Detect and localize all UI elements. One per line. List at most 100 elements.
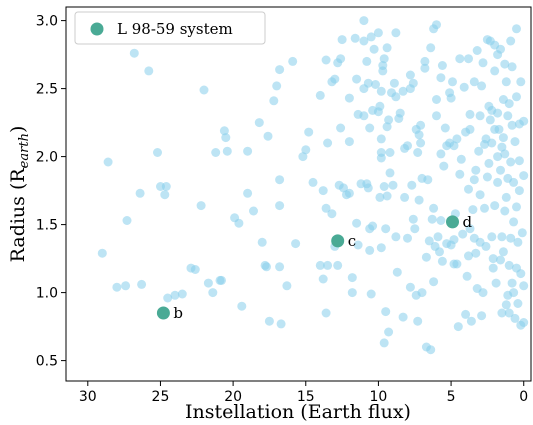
data-point	[288, 56, 298, 66]
data-point	[344, 93, 354, 103]
data-point	[347, 288, 357, 298]
data-point	[211, 148, 221, 157]
data-point	[384, 115, 394, 125]
legend-label: L 98-59 system	[117, 20, 233, 38]
data-point	[469, 77, 479, 87]
legend-box	[74, 11, 266, 45]
data-point	[262, 262, 271, 272]
x-tick-label: 5	[447, 389, 456, 405]
data-point	[496, 44, 505, 54]
y-axis-label: Radius (Rearth)	[7, 126, 32, 263]
data-point	[382, 122, 392, 132]
y-tick-label: 0.5	[36, 354, 58, 370]
data-point	[321, 308, 331, 318]
data-point	[491, 278, 501, 288]
data-point	[403, 233, 412, 243]
data-point	[321, 203, 331, 213]
data-point	[388, 180, 398, 190]
data-point	[494, 124, 504, 134]
data-point	[276, 319, 286, 329]
data-point	[437, 256, 447, 266]
data-point	[436, 216, 446, 225]
data-point	[449, 235, 459, 245]
data-point	[308, 177, 318, 187]
data-point	[493, 152, 503, 162]
x-axis-ticks: 30 25 20 15 10 5 0	[79, 381, 528, 405]
data-point	[376, 134, 386, 144]
data-point	[170, 290, 180, 300]
data-point	[318, 274, 328, 284]
data-point	[439, 161, 449, 171]
data-point	[509, 177, 519, 187]
data-point	[222, 146, 232, 156]
data-point	[516, 77, 526, 87]
data-point	[519, 318, 529, 327]
data-point	[392, 267, 402, 277]
data-point	[243, 188, 253, 198]
data-point	[506, 36, 516, 46]
data-point	[221, 133, 231, 143]
data-point	[487, 232, 497, 242]
data-point	[452, 259, 462, 269]
data-point	[291, 239, 301, 249]
data-point	[432, 111, 441, 121]
data-point	[408, 78, 418, 88]
data-point	[375, 101, 385, 111]
planet-c-point	[331, 234, 345, 248]
data-point	[301, 145, 311, 155]
data-point	[160, 190, 170, 200]
data-point	[177, 289, 187, 299]
data-point	[414, 195, 424, 205]
data-point	[465, 224, 475, 234]
data-point	[376, 148, 386, 157]
data-point	[426, 43, 436, 53]
planet-d-label: d	[463, 213, 473, 231]
data-point	[352, 218, 362, 228]
data-point	[327, 209, 337, 219]
data-point	[500, 59, 510, 69]
data-point	[398, 86, 408, 96]
data-point	[493, 177, 503, 187]
data-point	[391, 92, 401, 102]
data-point	[506, 233, 516, 243]
x-tick-label: 25	[152, 389, 170, 405]
data-point	[475, 190, 485, 200]
y-tick-label: 1.0	[36, 286, 58, 302]
data-point	[423, 175, 433, 185]
data-point	[381, 224, 391, 234]
data-point	[498, 247, 508, 257]
data-point	[403, 141, 412, 151]
data-point	[264, 316, 274, 326]
data-point	[122, 216, 132, 225]
data-point	[381, 307, 391, 317]
data-point	[359, 36, 369, 46]
data-point	[375, 192, 385, 202]
data-point	[249, 206, 258, 216]
data-point	[501, 77, 511, 87]
data-point	[234, 218, 244, 228]
data-point	[321, 55, 331, 65]
data-point	[272, 81, 282, 91]
x-tick-label: 10	[370, 389, 388, 405]
data-point	[282, 281, 292, 291]
data-point	[478, 288, 488, 298]
data-point	[339, 183, 348, 193]
data-point	[315, 90, 325, 100]
data-point	[350, 33, 360, 43]
data-point	[500, 149, 510, 159]
data-point	[371, 80, 380, 89]
data-point	[432, 95, 441, 104]
data-point	[455, 54, 465, 64]
x-axis-label: Instellation (Earth flux)	[185, 401, 411, 423]
data-point	[500, 206, 510, 216]
x-tick-label: 20	[224, 389, 242, 405]
y-axis-label-close: )	[7, 126, 29, 133]
data-point	[426, 345, 436, 355]
data-point	[513, 237, 523, 247]
data-point	[275, 262, 285, 272]
data-point	[318, 186, 328, 196]
data-point	[477, 311, 487, 321]
data-point	[373, 28, 383, 38]
data-point	[512, 92, 521, 102]
